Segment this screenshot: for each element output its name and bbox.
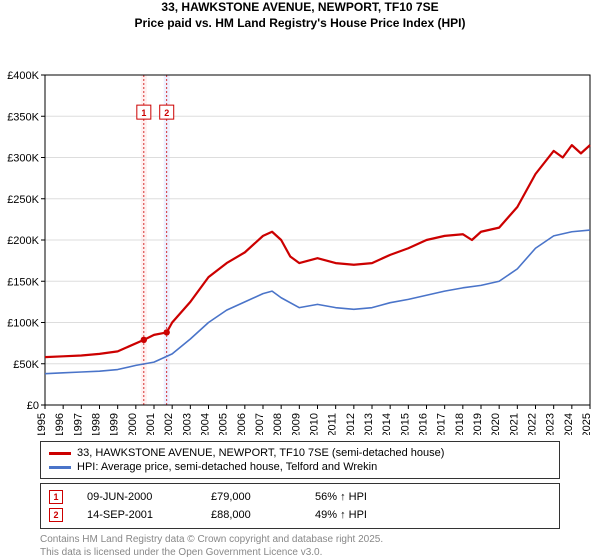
legend-row: 33, HAWKSTONE AVENUE, NEWPORT, TF10 7SE … (49, 446, 551, 460)
svg-text:2006: 2006 (236, 413, 248, 435)
legend-label: 33, HAWKSTONE AVENUE, NEWPORT, TF10 7SE … (77, 447, 444, 459)
svg-text:2016: 2016 (418, 413, 430, 435)
svg-text:2022: 2022 (527, 413, 539, 435)
attribution: Contains HM Land Registry data © Crown c… (40, 533, 560, 559)
svg-text:2017: 2017 (436, 413, 448, 435)
legend-row: HPI: Average price, semi-detached house,… (49, 460, 551, 474)
sale-hpi: 56% ↑ HPI (315, 491, 367, 503)
svg-text:£0: £0 (27, 400, 39, 412)
svg-text:2000: 2000 (127, 413, 139, 435)
sale-hpi: 49% ↑ HPI (315, 509, 367, 521)
svg-text:2003: 2003 (181, 413, 193, 435)
svg-text:2007: 2007 (254, 413, 266, 435)
svg-text:£150K: £150K (7, 276, 39, 288)
line-chart-svg: £0 £50K £100K £150K £200K £250K £300K £350K £400… (0, 35, 600, 435)
sale-date: 14-SEP-2001 (87, 509, 187, 521)
svg-text:2011: 2011 (327, 413, 339, 435)
sale-marker: 2 (49, 508, 63, 522)
svg-text:2024: 2024 (563, 413, 575, 435)
svg-text:1996: 1996 (54, 413, 66, 435)
sale-row: 2 14-SEP-2001 £88,000 49% ↑ HPI (49, 506, 551, 524)
svg-text:1999: 1999 (109, 413, 121, 435)
svg-text:1998: 1998 (91, 413, 103, 435)
svg-text:2008: 2008 (272, 413, 284, 435)
sales-box: 1 09-JUN-2000 £79,000 56% ↑ HPI 2 14-SEP-2001… (40, 483, 560, 529)
svg-text:£250K: £250K (7, 194, 39, 206)
svg-text:£100K: £100K (7, 318, 39, 330)
svg-text:2012: 2012 (345, 413, 357, 435)
svg-text:2025: 2025 (581, 413, 593, 435)
chart-title-line1: 33, HAWKSTONE AVENUE, NEWPORT, TF10 7SE (0, 0, 600, 16)
sale-price: £88,000 (211, 509, 291, 521)
svg-text:2023: 2023 (545, 413, 557, 435)
svg-text:2015: 2015 (399, 413, 411, 435)
svg-text:1995: 1995 (36, 413, 48, 435)
svg-text:2004: 2004 (200, 413, 212, 435)
svg-text:2014: 2014 (381, 413, 393, 435)
svg-text:2: 2 (164, 108, 169, 118)
legend-label: HPI: Average price, semi-detached house,… (77, 461, 377, 473)
legend-swatch (49, 452, 71, 455)
svg-text:1997: 1997 (72, 413, 84, 435)
legend-swatch (49, 466, 71, 469)
svg-text:2013: 2013 (363, 413, 375, 435)
attribution-line2: This data is licensed under the Open Gov… (40, 546, 560, 559)
svg-text:2002: 2002 (163, 413, 175, 435)
svg-text:2001: 2001 (145, 413, 157, 435)
svg-text:2019: 2019 (472, 413, 484, 435)
svg-text:2010: 2010 (309, 413, 321, 435)
svg-text:£300K: £300K (7, 153, 39, 165)
svg-text:£50K: £50K (13, 359, 39, 371)
svg-text:£200K: £200K (7, 235, 39, 247)
chart-title-line2: Price paid vs. HM Land Registry's House … (0, 16, 600, 32)
svg-text:2005: 2005 (218, 413, 230, 435)
svg-text:2021: 2021 (508, 413, 520, 435)
svg-text:2018: 2018 (454, 413, 466, 435)
chart-plot-area: £0 £50K £100K £150K £200K £250K £300K £350K £400… (0, 35, 600, 435)
svg-text:2020: 2020 (490, 413, 502, 435)
svg-text:£350K: £350K (7, 111, 39, 123)
legend-box: 33, HAWKSTONE AVENUE, NEWPORT, TF10 7SE … (40, 441, 560, 479)
sale-price: £79,000 (211, 491, 291, 503)
attribution-line1: Contains HM Land Registry data © Crown c… (40, 533, 560, 546)
sale-date: 09-JUN-2000 (87, 491, 187, 503)
svg-text:1: 1 (141, 108, 146, 118)
sale-row: 1 09-JUN-2000 £79,000 56% ↑ HPI (49, 488, 551, 506)
sale-marker: 1 (49, 490, 63, 504)
svg-text:2009: 2009 (290, 413, 302, 435)
svg-text:£400K: £400K (7, 70, 39, 82)
chart-container: 33, HAWKSTONE AVENUE, NEWPORT, TF10 7SE … (0, 0, 600, 560)
